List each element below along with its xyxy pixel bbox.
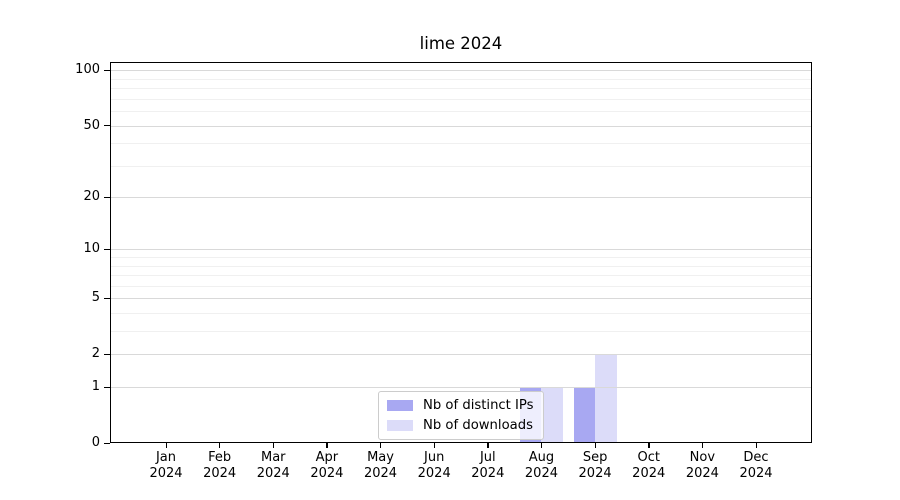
x-tick-mark bbox=[648, 443, 650, 448]
legend-label: Nb of distinct IPs bbox=[423, 398, 534, 413]
x-tick-year: 2024 bbox=[417, 465, 451, 481]
x-axis-tick-label: Jan 2024 bbox=[138, 450, 194, 481]
gridline-minor bbox=[110, 98, 812, 100]
x-tick-year: 2024 bbox=[524, 465, 558, 481]
y-tick-mark bbox=[104, 297, 110, 300]
x-tick-month: Dec bbox=[743, 450, 769, 465]
x-tick-mark bbox=[433, 443, 435, 448]
x-tick-mark bbox=[326, 443, 328, 448]
x-tick-mark bbox=[165, 443, 167, 448]
x-tick-year: 2024 bbox=[632, 465, 666, 481]
legend-label: Nb of downloads bbox=[423, 418, 533, 433]
y-axis-tick-label: 100 bbox=[75, 62, 100, 78]
x-tick-mark bbox=[380, 443, 382, 448]
x-tick-mark bbox=[540, 443, 543, 448]
y-tick-mark bbox=[104, 125, 110, 127]
x-axis-tick-label: Nov 2024 bbox=[674, 450, 730, 481]
bar-downloads bbox=[595, 354, 617, 443]
bar-downloads bbox=[541, 387, 563, 443]
x-axis-tick-label: Jun 2024 bbox=[406, 450, 462, 481]
x-axis-tick-label: Aug 2024 bbox=[513, 450, 569, 481]
gridline-minor bbox=[110, 313, 812, 314]
bar-distinct-ips bbox=[573, 387, 596, 443]
x-tick-year: 2024 bbox=[578, 465, 612, 481]
gridline-major bbox=[110, 298, 812, 300]
y-tick-mark bbox=[104, 196, 110, 198]
y-tick-mark bbox=[104, 248, 110, 251]
x-tick-year: 2024 bbox=[310, 465, 344, 481]
gridline-major bbox=[110, 249, 812, 251]
y-axis-tick-label: 20 bbox=[83, 189, 100, 205]
y-tick-mark bbox=[104, 386, 110, 388]
y-axis-tick-label: 10 bbox=[83, 241, 100, 257]
x-tick-mark bbox=[701, 443, 704, 448]
legend-swatch bbox=[387, 400, 413, 411]
x-tick-mark bbox=[594, 443, 596, 448]
gridline-minor bbox=[110, 111, 812, 113]
gridline-minor bbox=[110, 88, 812, 90]
gridline-minor bbox=[110, 275, 812, 277]
x-axis-tick-label: Jul 2024 bbox=[460, 450, 516, 481]
gridline-minor bbox=[110, 265, 812, 267]
x-tick-year: 2024 bbox=[256, 465, 290, 481]
y-axis-tick-label: 2 bbox=[91, 346, 100, 362]
x-tick-month: Apr bbox=[315, 450, 339, 465]
x-tick-month: Mar bbox=[261, 450, 286, 465]
y-axis-tick-label: 50 bbox=[83, 117, 100, 133]
x-tick-mark bbox=[219, 443, 221, 448]
x-tick-month: Jun bbox=[424, 450, 445, 465]
gridline-minor bbox=[110, 257, 812, 259]
gridline-major bbox=[110, 387, 812, 388]
y-axis-tick-label: 0 bbox=[91, 435, 100, 450]
gridline-major bbox=[110, 354, 812, 356]
chart-title: lime 2024 bbox=[419, 34, 503, 53]
x-axis-tick-label: Feb 2024 bbox=[192, 450, 248, 481]
x-tick-month: Oct bbox=[637, 450, 660, 465]
gridline-major bbox=[110, 70, 812, 72]
x-tick-year: 2024 bbox=[739, 465, 773, 481]
x-axis-tick-label: Oct 2024 bbox=[621, 450, 677, 481]
x-tick-month: Aug bbox=[528, 450, 555, 465]
x-axis-tick-label: Apr 2024 bbox=[299, 450, 355, 481]
x-axis-tick-label: May 2024 bbox=[353, 450, 409, 481]
x-tick-mark bbox=[755, 443, 757, 448]
gridline-minor bbox=[110, 143, 812, 145]
gridline-minor bbox=[110, 331, 812, 333]
y-tick-mark bbox=[104, 442, 110, 444]
x-axis-tick-label: Dec 2024 bbox=[728, 450, 784, 481]
x-tick-year: 2024 bbox=[685, 465, 719, 481]
x-tick-month: Jan bbox=[155, 450, 177, 465]
x-tick-month: Jul bbox=[479, 450, 496, 465]
x-tick-mark bbox=[272, 443, 275, 448]
x-tick-month: Feb bbox=[208, 450, 232, 465]
x-tick-year: 2024 bbox=[471, 465, 505, 481]
x-axis-tick-label: Mar 2024 bbox=[245, 450, 301, 481]
y-tick-mark bbox=[104, 69, 110, 72]
x-tick-year: 2024 bbox=[149, 465, 183, 481]
x-tick-year: 2024 bbox=[363, 465, 398, 481]
x-tick-year: 2024 bbox=[203, 465, 237, 481]
x-tick-month: Nov bbox=[689, 450, 716, 465]
legend-swatch bbox=[387, 420, 413, 431]
gridline-minor bbox=[110, 78, 812, 80]
gridline-minor bbox=[110, 285, 812, 287]
legend-entry: Nb of distinct IPs bbox=[387, 397, 534, 414]
x-axis-tick-label: Sep 2024 bbox=[567, 450, 623, 481]
x-tick-month: May bbox=[367, 450, 394, 465]
y-axis-tick-label: 1 bbox=[91, 379, 100, 395]
gridline-minor bbox=[110, 165, 812, 167]
x-tick-month: Sep bbox=[582, 450, 608, 465]
gridline-major bbox=[110, 125, 812, 127]
legend: Nb of distinct IPs Nb of downloads bbox=[378, 391, 544, 440]
y-tick-mark bbox=[104, 353, 110, 356]
gridline-major bbox=[110, 197, 812, 199]
y-axis-tick-label: 5 bbox=[91, 290, 100, 306]
x-tick-mark bbox=[487, 443, 489, 448]
plot-area bbox=[110, 62, 812, 443]
legend-entry: Nb of downloads bbox=[387, 417, 534, 434]
